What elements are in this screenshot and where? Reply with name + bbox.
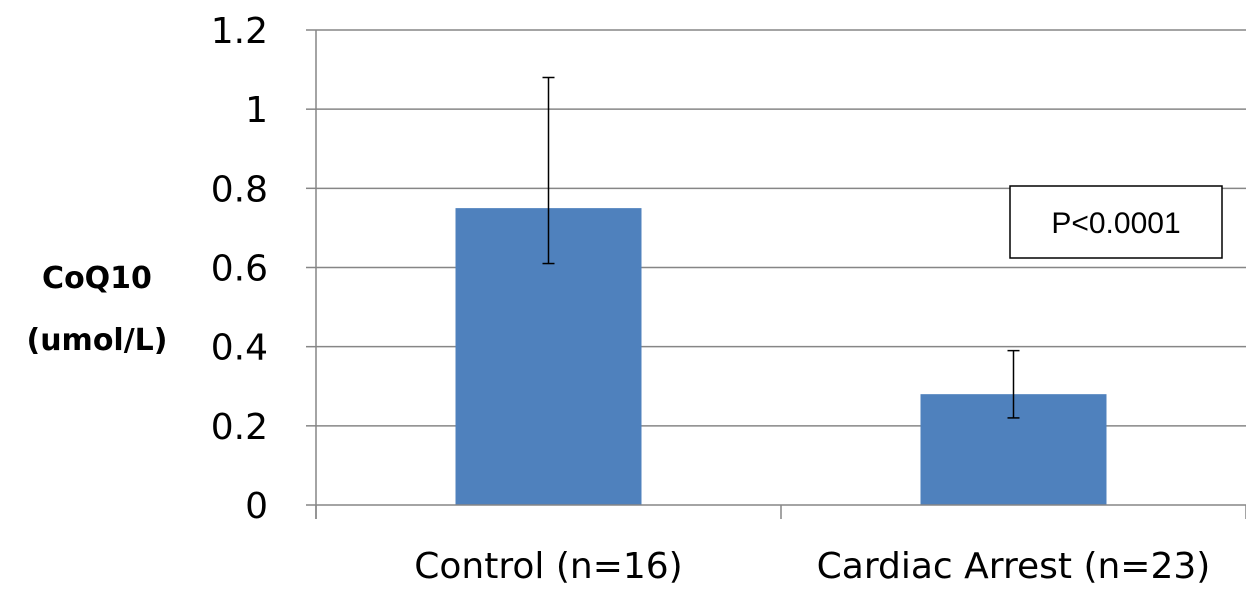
x-category-label: Control (n=16) [414,546,682,587]
y-tick-label: 1 [245,90,268,131]
x-category-labels: Control (n=16) Cardiac Arrest (n=23) [414,546,1210,587]
y-axis-label-line1: CoQ10 [42,261,152,296]
y-tick-label: 0.4 [211,328,268,369]
y-tick-label: 1.2 [211,11,268,52]
annotation-text: P<0.0001 [1051,207,1180,240]
bars [455,208,1107,505]
y-tick-label: 0.6 [211,249,268,290]
y-axis-label-line2: (umol/L) [26,323,167,358]
y-tick-label: 0.8 [211,169,268,210]
y-tick-labels: 0 0.2 0.4 0.6 0.8 1 1.2 [211,11,268,527]
annotation-box [1009,185,1223,259]
x-category-label: Cardiac Arrest (n=23) [817,546,1211,587]
error-bars [542,76,1020,419]
axes [315,30,1246,519]
y-tick-label: 0.2 [211,407,268,448]
p-value-annotation: P<0.0001 [1009,185,1223,259]
y-tick-label: 0 [245,486,268,527]
